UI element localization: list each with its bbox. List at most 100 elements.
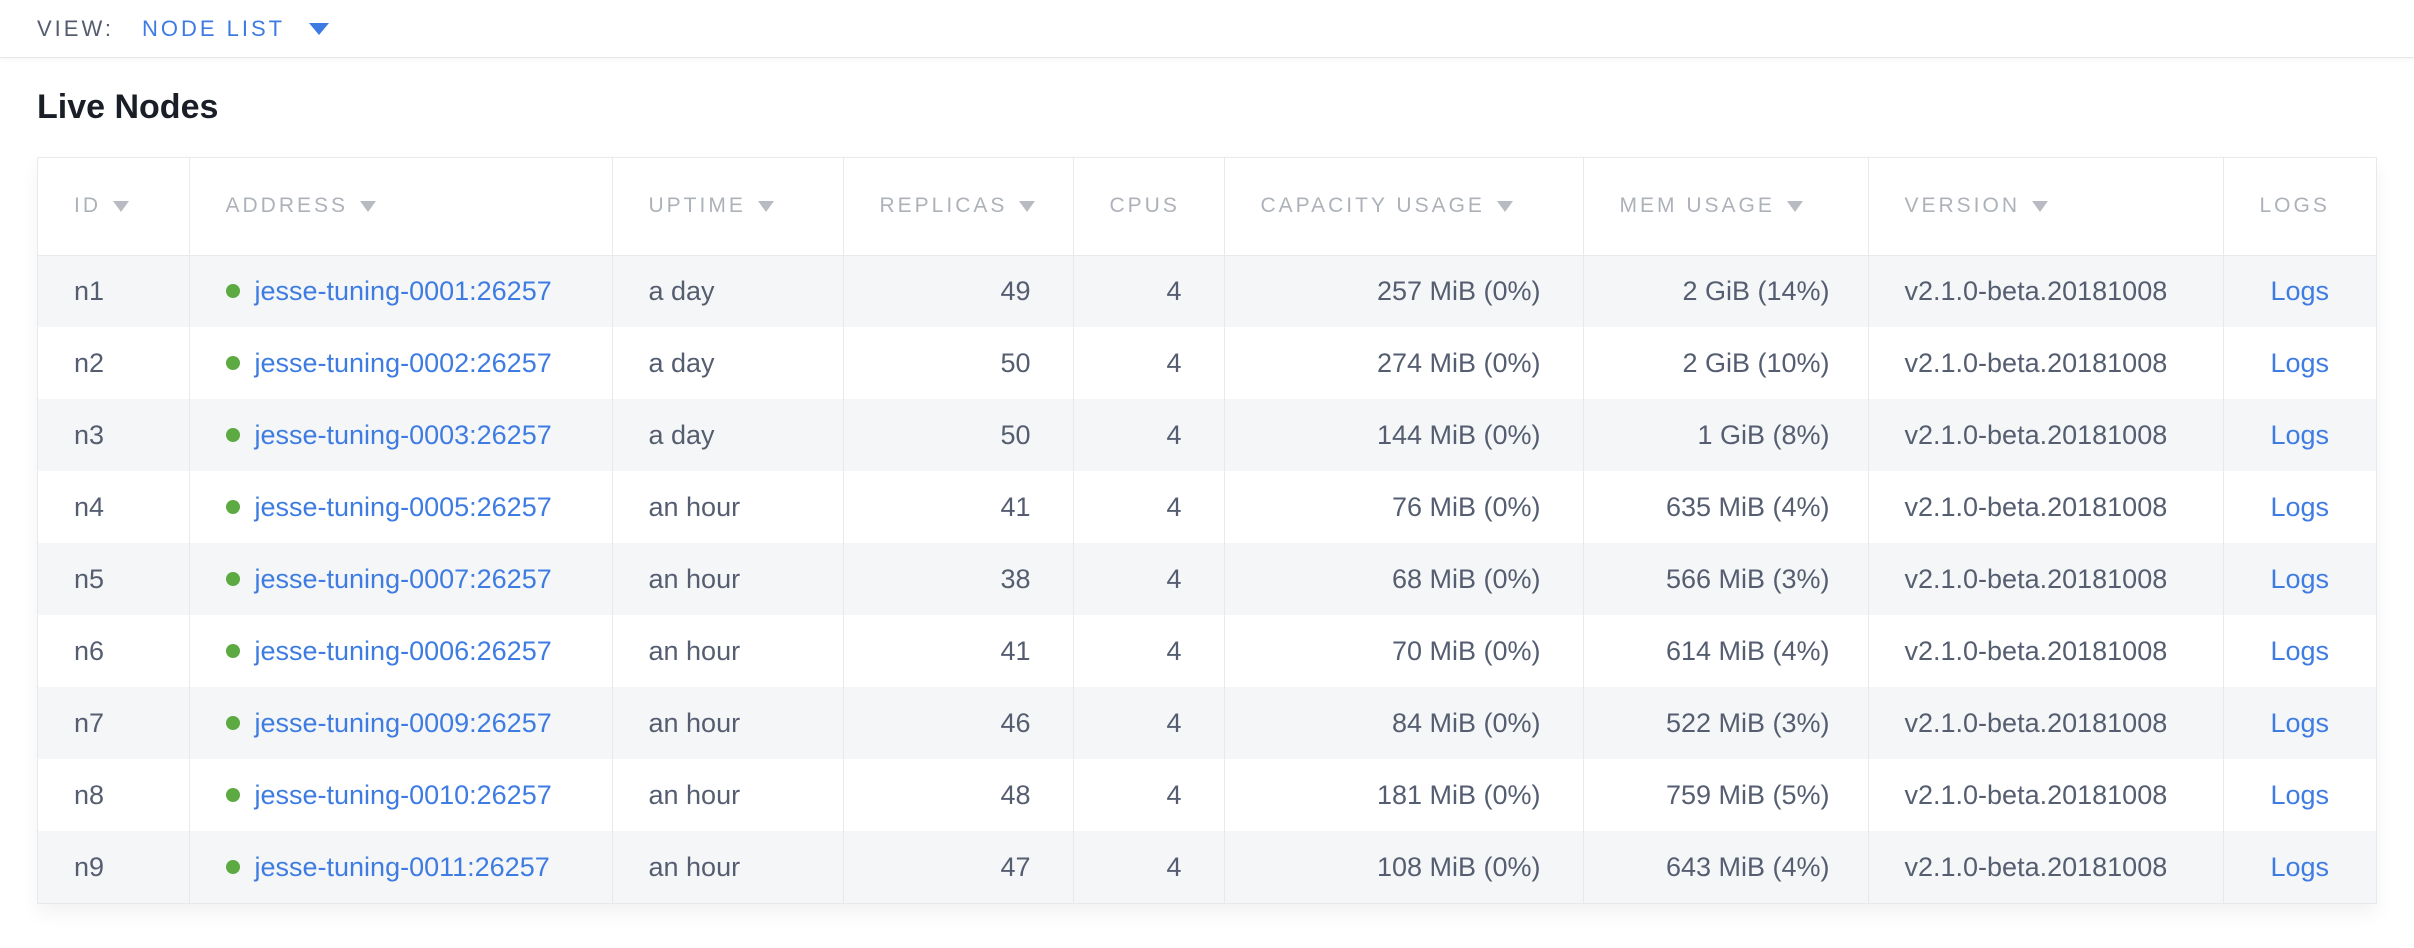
- node-address-cell: jesse-tuning-0009:26257: [188, 687, 612, 759]
- cell-uptime: an hour: [611, 471, 843, 543]
- node-address-cell: jesse-tuning-0010:26257: [188, 759, 612, 831]
- node-address-link[interactable]: jesse-tuning-0011:26257: [254, 851, 550, 882]
- node-logs-link[interactable]: Logs: [2270, 419, 2330, 450]
- node-logs-link[interactable]: Logs: [2270, 635, 2330, 666]
- cell-replicas: 41: [842, 471, 1073, 543]
- node-address-cell: jesse-tuning-0002:26257: [188, 327, 612, 399]
- node-logs-cell: Logs: [2222, 759, 2376, 831]
- node-logs-link[interactable]: Logs: [2270, 851, 2330, 882]
- cell-id: n5: [74, 563, 105, 594]
- column-header-address[interactable]: ADDRESS: [188, 158, 612, 256]
- node-logs-link[interactable]: Logs: [2270, 347, 2330, 378]
- node-logs-cell: Logs: [2222, 471, 2376, 543]
- node-address-link[interactable]: jesse-tuning-0009:26257: [254, 707, 552, 738]
- nodes-table: ID ADDRESS UPTIME REPLICAS CPUS CAPACITY USAG…: [38, 158, 2376, 903]
- sort-desc-icon: [113, 201, 129, 213]
- column-label: VERSION: [1904, 194, 2021, 218]
- node-row-n9: n9 jesse-tuning-0011:26257 an hour 47 4 108 M…: [38, 831, 2376, 903]
- node-logs-link[interactable]: Logs: [2270, 563, 2330, 594]
- column-header-cpus: CPUS: [1072, 158, 1224, 256]
- node-logs-link[interactable]: Logs: [2270, 275, 2330, 306]
- cell-capacity: 144 MiB (0%): [1223, 399, 1583, 471]
- column-label: CPUS: [1109, 194, 1180, 218]
- node-row-n6: n6 jesse-tuning-0006:26257 an hour 41 4 70 Mi…: [38, 615, 2376, 687]
- cell-cpus: 4: [1072, 687, 1224, 759]
- column-header-uptime[interactable]: UPTIME: [611, 158, 843, 256]
- view-label: VIEW:: [37, 15, 114, 41]
- node-row-n8: n8 jesse-tuning-0010:26257 an hour 48 4 181 M…: [38, 759, 2376, 831]
- column-header-logs: LOGS: [2222, 158, 2376, 256]
- cell-uptime: an hour: [611, 543, 843, 615]
- cell-capacity: 68 MiB (0%): [1223, 543, 1583, 615]
- cell-mem: 614 MiB (4%): [1582, 615, 1868, 687]
- column-label: UPTIME: [648, 194, 746, 218]
- cell-capacity: 70 MiB (0%): [1223, 615, 1583, 687]
- cell-mem: 635 MiB (4%): [1582, 471, 1868, 543]
- cell-replicas: 49: [842, 255, 1073, 327]
- cell-id: n9: [74, 851, 105, 882]
- node-logs-link[interactable]: Logs: [2270, 707, 2330, 738]
- cell-mem: 2 GiB (10%): [1582, 327, 1868, 399]
- cell-replicas: 46: [842, 687, 1073, 759]
- node-live-status-icon: [225, 715, 240, 730]
- cell-cpus: 4: [1072, 255, 1224, 327]
- cell-uptime: an hour: [611, 687, 843, 759]
- cell-replicas: 50: [842, 399, 1073, 471]
- node-live-status-icon: [225, 859, 240, 874]
- cell-replicas: 38: [842, 543, 1073, 615]
- cell-uptime: an hour: [611, 615, 843, 687]
- node-live-status-icon: [225, 643, 240, 658]
- node-address-link[interactable]: jesse-tuning-0010:26257: [254, 779, 552, 810]
- sort-desc-icon: [360, 201, 377, 213]
- sort-desc-icon: [2032, 201, 2049, 213]
- node-row-n2: n2 jesse-tuning-0002:26257 a day 50 4 274 MiB…: [38, 327, 2376, 399]
- node-logs-link[interactable]: Logs: [2270, 491, 2330, 522]
- node-address-link[interactable]: jesse-tuning-0003:26257: [254, 419, 552, 450]
- node-address-link[interactable]: jesse-tuning-0007:26257: [254, 563, 552, 594]
- node-address-link[interactable]: jesse-tuning-0001:26257: [254, 275, 552, 306]
- cell-replicas: 41: [842, 615, 1073, 687]
- cell-id: n2: [74, 347, 105, 378]
- cell-capacity: 84 MiB (0%): [1223, 687, 1583, 759]
- node-logs-cell: Logs: [2222, 687, 2376, 759]
- node-row-n3: n3 jesse-tuning-0003:26257 a day 50 4 144 MiB…: [38, 399, 2376, 471]
- node-live-status-icon: [225, 499, 240, 514]
- cell-id: n4: [74, 491, 105, 522]
- column-header-mem[interactable]: MEM USAGE: [1582, 158, 1868, 256]
- node-logs-cell: Logs: [2222, 543, 2376, 615]
- node-live-status-icon: [225, 355, 240, 370]
- column-header-replicas[interactable]: REPLICAS: [842, 158, 1073, 256]
- cell-cpus: 4: [1072, 471, 1224, 543]
- node-address-cell: jesse-tuning-0003:26257: [188, 399, 612, 471]
- column-label: CAPACITY USAGE: [1260, 194, 1485, 218]
- cell-cpus: 4: [1072, 759, 1224, 831]
- column-label: REPLICAS: [879, 194, 1008, 218]
- table-body: n1 jesse-tuning-0001:26257 a day 49 4 257 MiB…: [38, 255, 2376, 903]
- node-logs-link[interactable]: Logs: [2270, 779, 2330, 810]
- node-address-link[interactable]: jesse-tuning-0002:26257: [254, 347, 552, 378]
- cell-id: n8: [74, 779, 105, 810]
- cell-mem: 759 MiB (5%): [1582, 759, 1868, 831]
- column-header-version[interactable]: VERSION: [1867, 158, 2223, 256]
- node-row-n5: n5 jesse-tuning-0007:26257 an hour 38 4 68 Mi…: [38, 543, 2376, 615]
- page-title: Live Nodes: [37, 88, 219, 126]
- column-label: ID: [74, 194, 101, 218]
- view-selector[interactable]: NODE LIST: [142, 16, 330, 42]
- column-header-capacity[interactable]: CAPACITY USAGE: [1223, 158, 1583, 256]
- cell-replicas: 48: [842, 759, 1073, 831]
- node-address-cell: jesse-tuning-0001:26257: [188, 255, 612, 327]
- node-address-link[interactable]: jesse-tuning-0005:26257: [254, 491, 552, 522]
- cell-version: v2.1.0-beta.20181008: [1867, 759, 2223, 831]
- cell-mem: 522 MiB (3%): [1582, 687, 1868, 759]
- node-address-link[interactable]: jesse-tuning-0006:26257: [254, 635, 552, 666]
- cell-version: v2.1.0-beta.20181008: [1867, 615, 2223, 687]
- cell-uptime: a day: [611, 399, 843, 471]
- node-live-status-icon: [225, 571, 240, 586]
- node-address-cell: jesse-tuning-0007:26257: [188, 543, 612, 615]
- node-logs-cell: Logs: [2222, 255, 2376, 327]
- node-address-cell: jesse-tuning-0011:26257: [188, 831, 612, 903]
- cell-version: v2.1.0-beta.20181008: [1867, 687, 2223, 759]
- live-nodes-table: ID ADDRESS UPTIME REPLICAS CPUS CAPACITY USAG…: [37, 157, 2377, 904]
- column-header-id[interactable]: ID: [38, 158, 189, 256]
- chevron-down-icon: [309, 22, 330, 35]
